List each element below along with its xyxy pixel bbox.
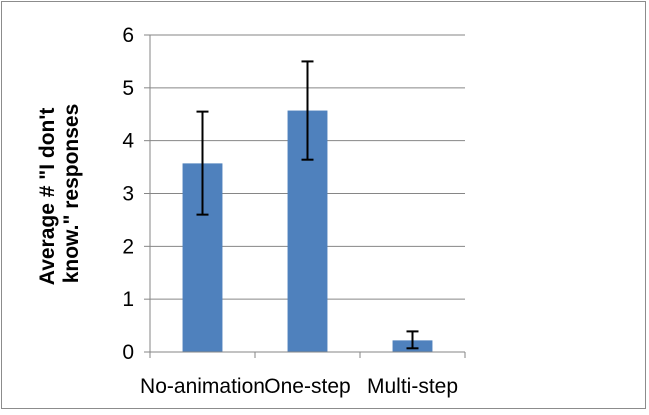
- x-category-label: Multi-step: [367, 375, 458, 398]
- tick-labels: 0 1 2 3 4 5 6 No-animation One-step Multi-step: [122, 24, 458, 398]
- error-bars: [196, 60, 419, 350]
- bar-chart: 0 1 2 3 4 5 6 No-animation One-step Multi-step Av…: [36, 24, 466, 398]
- y-tick-label: 4: [122, 130, 134, 153]
- y-axis-title-line-2: know." responses: [60, 104, 83, 284]
- chart-frame: 0 1 2 3 4 5 6 No-animation One-step Multi-step Av…: [1, 1, 646, 409]
- y-tick-label: 1: [122, 288, 134, 311]
- x-category-label: One-step: [264, 375, 350, 398]
- y-tick-label: 5: [122, 77, 134, 100]
- y-tick-label: 0: [122, 341, 134, 364]
- y-axis-title: Average # "I don't know." responses: [36, 102, 83, 285]
- y-tick-label: 2: [122, 235, 134, 258]
- y-tick-label: 6: [122, 24, 134, 47]
- x-category-label: No-animation: [140, 375, 265, 398]
- axes: [144, 34, 466, 358]
- y-tick-label: 3: [122, 183, 134, 206]
- y-axis-title-line-1: Average # "I don't: [36, 108, 59, 286]
